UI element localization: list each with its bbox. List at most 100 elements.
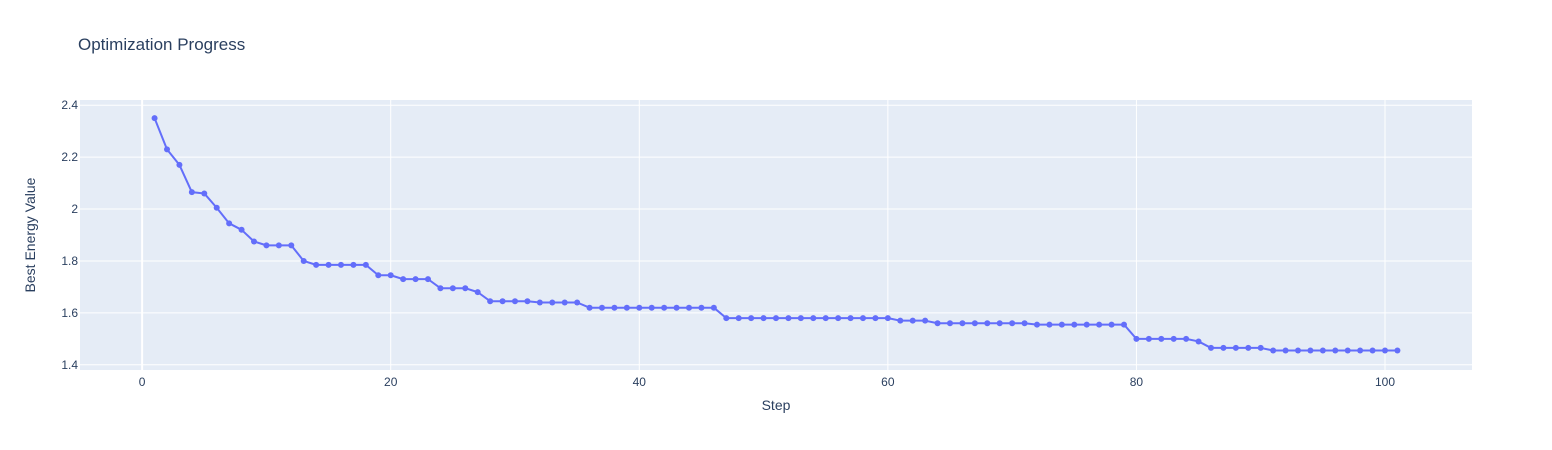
data-point[interactable] [698, 304, 705, 311]
data-point[interactable] [947, 320, 953, 327]
data-point[interactable] [1282, 347, 1289, 354]
data-point[interactable] [1034, 321, 1040, 328]
data-point[interactable] [822, 315, 829, 322]
data-point[interactable] [984, 320, 991, 327]
data-point[interactable] [673, 304, 680, 311]
data-point[interactable] [474, 289, 481, 296]
data-point[interactable] [586, 304, 593, 311]
data-point[interactable] [313, 261, 320, 268]
data-point[interactable] [1257, 344, 1264, 351]
data-point[interactable] [487, 298, 494, 305]
data-point[interactable] [164, 146, 170, 153]
data-point[interactable] [847, 315, 854, 322]
data-point[interactable] [437, 285, 444, 292]
data-point[interactable] [400, 276, 407, 283]
data-point[interactable] [325, 261, 332, 268]
data-point[interactable] [810, 315, 817, 322]
data-point[interactable] [1245, 344, 1252, 351]
data-point[interactable] [735, 315, 742, 322]
data-point[interactable] [934, 320, 941, 327]
data-point[interactable] [1344, 347, 1351, 354]
data-point[interactable] [648, 304, 655, 311]
data-point[interactable] [499, 298, 506, 305]
data-point[interactable] [872, 315, 879, 322]
data-point[interactable] [176, 161, 183, 168]
data-point[interactable] [1332, 347, 1339, 354]
data-point[interactable] [251, 238, 257, 245]
data-point[interactable] [611, 304, 618, 311]
data-point[interactable] [1170, 335, 1177, 342]
data-point[interactable] [773, 315, 779, 322]
data-point[interactable] [860, 315, 866, 322]
data-point[interactable] [1295, 347, 1301, 354]
data-point[interactable] [512, 298, 518, 305]
data-point[interactable] [1369, 347, 1376, 354]
data-point[interactable] [897, 317, 904, 324]
data-point[interactable] [263, 242, 270, 249]
data-point[interactable] [959, 320, 966, 327]
data-point[interactable] [524, 298, 531, 305]
data-point[interactable] [760, 315, 767, 322]
data-point[interactable] [636, 304, 643, 311]
data-point[interactable] [300, 257, 307, 264]
data-point[interactable] [922, 317, 929, 324]
data-point[interactable] [884, 315, 891, 322]
data-point[interactable] [1046, 321, 1053, 328]
data-point[interactable] [1232, 344, 1239, 351]
data-point[interactable] [1220, 344, 1227, 351]
data-point[interactable] [375, 272, 382, 279]
data-point[interactable] [748, 315, 755, 322]
data-point[interactable] [661, 304, 668, 311]
data-point[interactable] [996, 320, 1003, 327]
data-point[interactable] [201, 190, 208, 197]
data-point[interactable] [710, 304, 717, 311]
data-point[interactable] [238, 226, 245, 233]
data-point[interactable] [1307, 347, 1314, 354]
data-point[interactable] [1083, 321, 1090, 328]
data-point[interactable] [1183, 335, 1190, 342]
data-point[interactable] [462, 285, 469, 292]
data-point[interactable] [151, 115, 158, 122]
data-point[interactable] [350, 261, 357, 268]
data-point[interactable] [1319, 347, 1326, 354]
data-point[interactable] [561, 299, 568, 306]
data-point[interactable] [1394, 347, 1401, 354]
data-point[interactable] [1145, 335, 1152, 342]
data-point[interactable] [449, 285, 456, 292]
data-point[interactable] [1071, 321, 1078, 328]
data-point[interactable] [275, 242, 282, 249]
data-point[interactable] [623, 304, 630, 311]
data-point[interactable] [1108, 321, 1115, 328]
data-point[interactable] [1096, 321, 1103, 328]
data-point[interactable] [797, 315, 804, 322]
data-point[interactable] [213, 204, 220, 211]
data-point[interactable] [188, 189, 195, 196]
data-point[interactable] [1208, 344, 1214, 351]
data-point[interactable] [536, 299, 543, 306]
data-point[interactable] [909, 317, 916, 324]
data-point[interactable] [1133, 335, 1140, 342]
data-point[interactable] [1158, 335, 1165, 342]
data-point[interactable] [1058, 321, 1065, 328]
data-point[interactable] [971, 320, 978, 327]
data-point[interactable] [1357, 347, 1364, 354]
data-point[interactable] [1121, 321, 1127, 328]
data-point[interactable] [1270, 347, 1277, 354]
data-point[interactable] [835, 315, 842, 322]
data-point[interactable] [1382, 347, 1388, 354]
data-point[interactable] [785, 315, 792, 322]
data-point[interactable] [412, 276, 419, 283]
data-point[interactable] [226, 220, 233, 227]
data-point[interactable] [723, 315, 730, 322]
data-point[interactable] [549, 299, 556, 306]
data-point[interactable] [288, 242, 295, 249]
data-point[interactable] [574, 299, 581, 306]
data-point[interactable] [425, 276, 431, 283]
data-point[interactable] [599, 304, 605, 311]
data-point[interactable] [387, 272, 394, 279]
data-point[interactable] [338, 261, 344, 268]
data-point[interactable] [686, 304, 692, 311]
data-point[interactable] [1021, 320, 1028, 327]
data-point[interactable] [362, 261, 369, 268]
data-point[interactable] [1009, 320, 1016, 327]
